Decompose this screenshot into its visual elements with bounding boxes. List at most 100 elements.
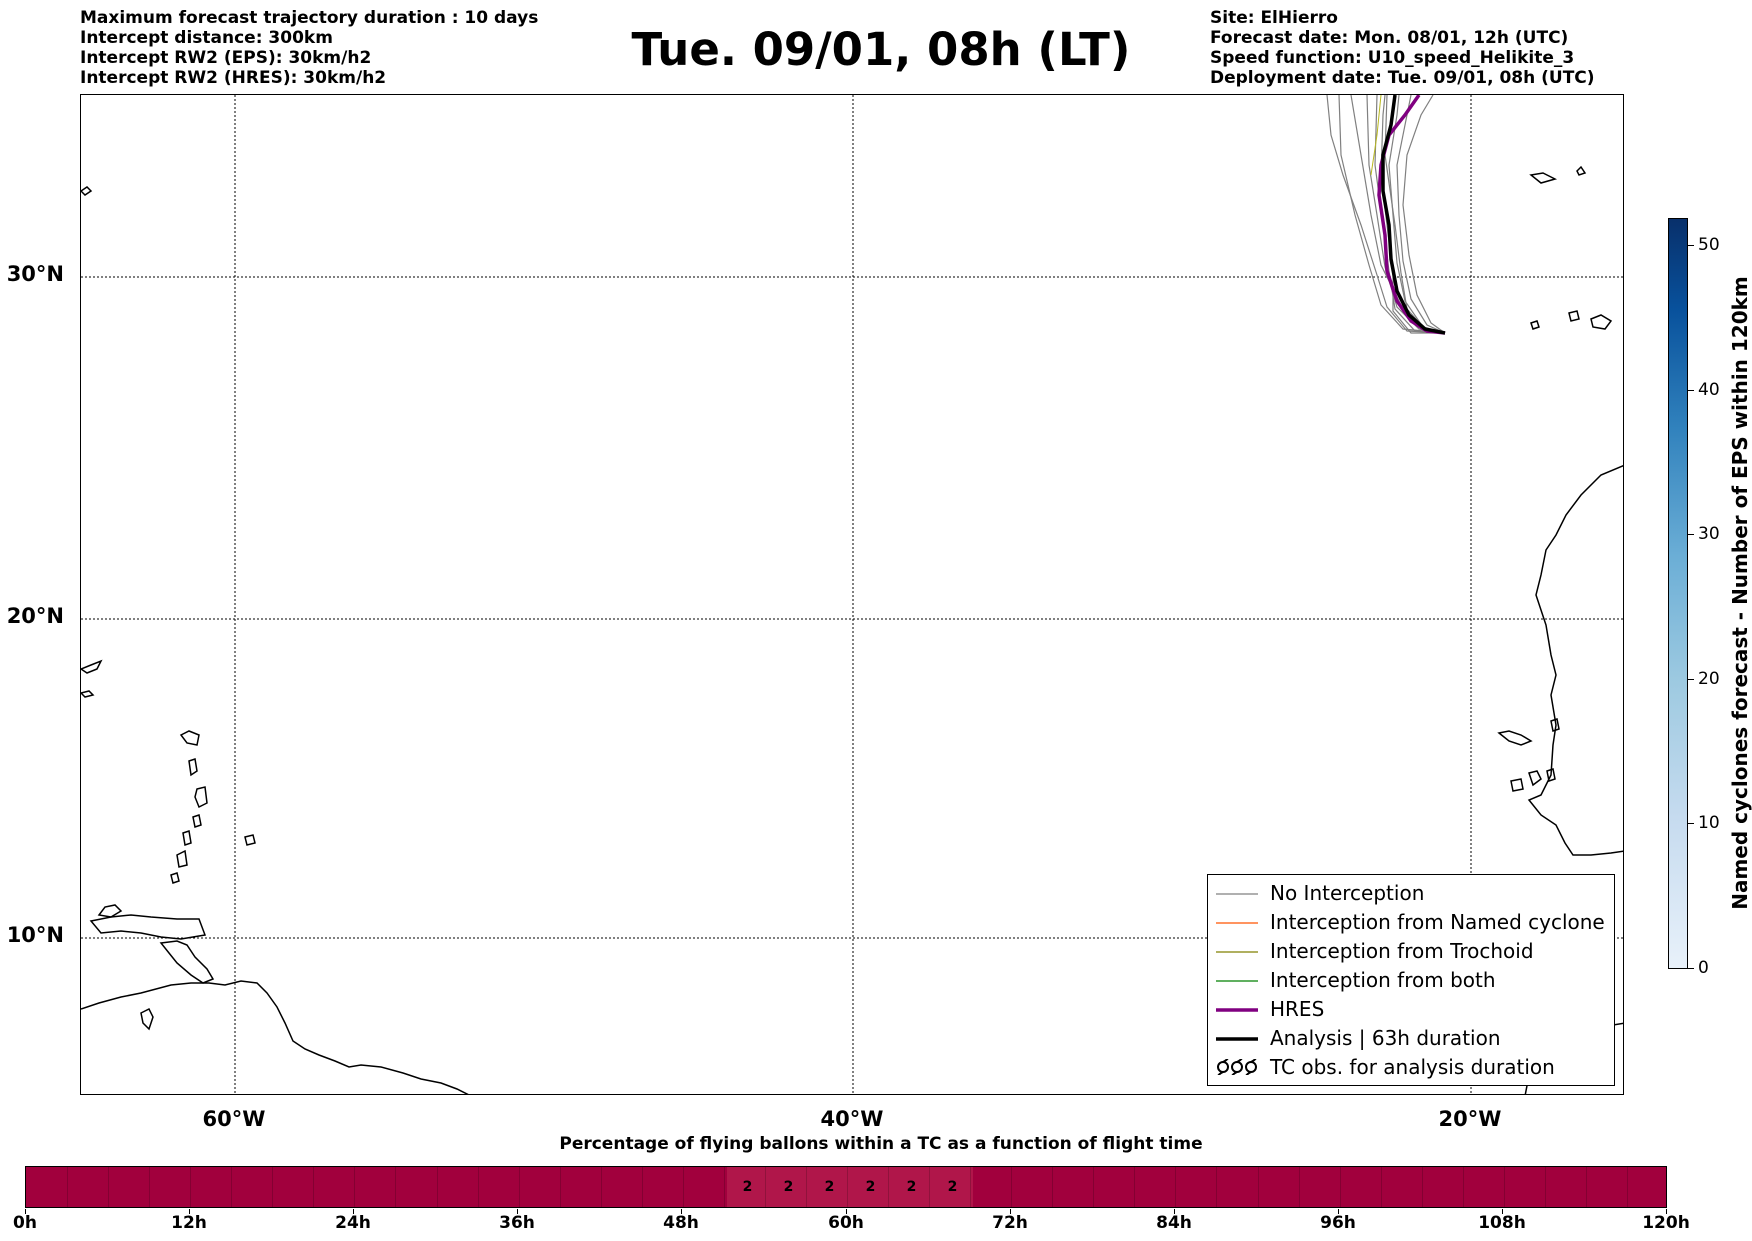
- pct-cell: 2: [891, 1167, 932, 1207]
- cyclone-icon: [1217, 1059, 1257, 1075]
- param-intercept-hres: Intercept RW2 (HRES): 30km/h2: [80, 68, 387, 88]
- flight-bar-tick: [1502, 1209, 1503, 1214]
- flight-bar-segment-divider: [1626, 1167, 1628, 1207]
- flight-bar-segment-divider: [108, 1167, 110, 1207]
- legend-item-analysis: Analysis | 63h duration: [1208, 1024, 1614, 1053]
- flight-bar-segment-divider: [190, 1167, 192, 1207]
- lon-label-60w: 60°W: [202, 1107, 266, 1131]
- flight-bar-tick: [1010, 1209, 1011, 1214]
- flight-time-bar: 2 2 2 2 2 2: [25, 1166, 1667, 1208]
- flight-bar-segment-divider: [1216, 1167, 1218, 1207]
- pct-cell: 2: [809, 1167, 850, 1207]
- flight-bar-segment-divider: [764, 1167, 766, 1207]
- legend-item-trochoid: Interception from Trochoid: [1208, 937, 1614, 966]
- colorbar-label-10: 10: [1698, 813, 1720, 833]
- site-info: Site: ElHierro Forecast date: Mon. 08/01…: [1210, 8, 1595, 88]
- colorbar-tick: [1688, 390, 1694, 391]
- olive-line-icon: [1216, 951, 1258, 953]
- legend-item-both: Interception from both: [1208, 966, 1614, 995]
- flight-bar-segment-divider: [1421, 1167, 1423, 1207]
- flight-bar-segment-divider: [1298, 1167, 1300, 1207]
- flight-bar-tick: [681, 1209, 682, 1214]
- param-intercept-distance: Intercept distance: 300km: [80, 28, 333, 48]
- flight-bar-label-60h: 60h: [828, 1213, 864, 1233]
- black-line-icon: [1216, 1037, 1258, 1041]
- legend-item-named-cyclone: Interception from Named cyclone: [1208, 908, 1614, 937]
- map-gridlines: [81, 95, 1623, 1094]
- map-legend: No Interception Interception from Named …: [1207, 874, 1615, 1086]
- orange-line-icon: [1216, 922, 1258, 924]
- flight-bar-tick: [25, 1209, 26, 1214]
- purple-line-icon: [1216, 1008, 1258, 1012]
- flight-bar-segment-divider: [1503, 1167, 1505, 1207]
- flight-bar-label-96h: 96h: [1320, 1213, 1356, 1233]
- flight-bar-label-36h: 36h: [499, 1213, 535, 1233]
- flight-bar-label-48h: 48h: [663, 1213, 699, 1233]
- flight-bar-label-12h: 12h: [171, 1213, 207, 1233]
- flight-bar-segment-divider: [1093, 1167, 1095, 1207]
- flight-bar-tick: [1174, 1209, 1175, 1214]
- flight-bar-segment-divider: [67, 1167, 69, 1207]
- pct-cell: 2: [727, 1167, 768, 1207]
- flight-bar-tick: [517, 1209, 518, 1214]
- flight-bar-segment-divider: [641, 1167, 643, 1207]
- flight-bar-label-84h: 84h: [1156, 1213, 1192, 1233]
- flight-bar-segment-divider: [518, 1167, 520, 1207]
- flight-bar-segment-divider: [559, 1167, 561, 1207]
- flight-bar-segment-divider: [272, 1167, 274, 1207]
- flight-bar-segment-divider: [970, 1167, 972, 1207]
- flight-bar-title: Percentage of flying ballons within a TC…: [559, 1134, 1203, 1154]
- pct-cell: 2: [768, 1167, 809, 1207]
- flight-bar-segment-divider: [1544, 1167, 1546, 1207]
- flight-bar-segment-divider: [1257, 1167, 1259, 1207]
- gray-line-icon: [1216, 893, 1258, 895]
- deployment-date: Deployment date: Tue. 09/01, 08h (UTC): [1210, 68, 1595, 88]
- forecast-date: Forecast date: Mon. 08/01, 12h (UTC): [1210, 28, 1569, 48]
- hres-trajectory: [1377, 95, 1446, 335]
- flight-bar-segment-divider: [929, 1167, 931, 1207]
- flight-bar-segment-divider: [1380, 1167, 1382, 1207]
- lon-label-20w: 20°W: [1438, 1107, 1502, 1131]
- flight-bar-label-108h: 108h: [1478, 1213, 1526, 1233]
- colorbar-tick: [1688, 534, 1694, 535]
- param-intercept-eps: Intercept RW2 (EPS): 30km/h2: [80, 48, 372, 68]
- lat-label-20n: 20°N: [6, 604, 64, 628]
- flight-bar-segment-divider: [682, 1167, 684, 1207]
- flight-bar-segment-divider: [1585, 1167, 1587, 1207]
- legend-item-hres: HRES: [1208, 995, 1614, 1024]
- site-name: Site: ElHierro: [1210, 8, 1338, 28]
- colorbar-tick: [1688, 968, 1694, 969]
- colorbar-tick: [1688, 245, 1694, 246]
- lat-label-10n: 10°N: [6, 923, 64, 947]
- param-max-duration: Maximum forecast trajectory duration : 1…: [80, 8, 539, 28]
- colorbar-tick: [1688, 679, 1694, 680]
- flight-bar-tick: [353, 1209, 354, 1214]
- flight-bar-segment-divider: [477, 1167, 479, 1207]
- flight-bar-segment-divider: [354, 1167, 356, 1207]
- flight-bar-tick: [846, 1209, 847, 1214]
- pct-cell: 2: [850, 1167, 891, 1207]
- flight-bar-tick: [1666, 1209, 1667, 1214]
- flight-bar-label-24h: 24h: [335, 1213, 371, 1233]
- forecast-parameters: Maximum forecast trajectory duration : 1…: [80, 8, 538, 88]
- flight-bar-segment-divider: [436, 1167, 438, 1207]
- flight-bar-segment-divider: [1175, 1167, 1177, 1207]
- flight-bar-segment-divider: [149, 1167, 151, 1207]
- flight-bar-segment-divider: [1462, 1167, 1464, 1207]
- flight-bar-segment-divider: [805, 1167, 807, 1207]
- legend-item-tc-obs: TC obs. for analysis duration: [1208, 1053, 1614, 1082]
- green-line-icon: [1216, 980, 1258, 982]
- flight-bar-segment-divider: [1134, 1167, 1136, 1207]
- colorbar: [1668, 218, 1688, 969]
- flight-bar-segment-divider: [847, 1167, 848, 1207]
- flight-bar-segment-divider: [1339, 1167, 1341, 1207]
- flight-bar-tick: [189, 1209, 190, 1214]
- colorbar-label-30: 30: [1698, 524, 1720, 544]
- flight-bar-segment-divider: [1011, 1167, 1013, 1207]
- colorbar-label-0: 0: [1698, 958, 1709, 978]
- flight-bar-segment-divider: [723, 1167, 725, 1207]
- flight-bar-segment-divider: [313, 1167, 315, 1207]
- flight-bar-label-72h: 72h: [992, 1213, 1028, 1233]
- flight-bar-tick: [1338, 1209, 1339, 1214]
- colorbar-label-20: 20: [1698, 669, 1720, 689]
